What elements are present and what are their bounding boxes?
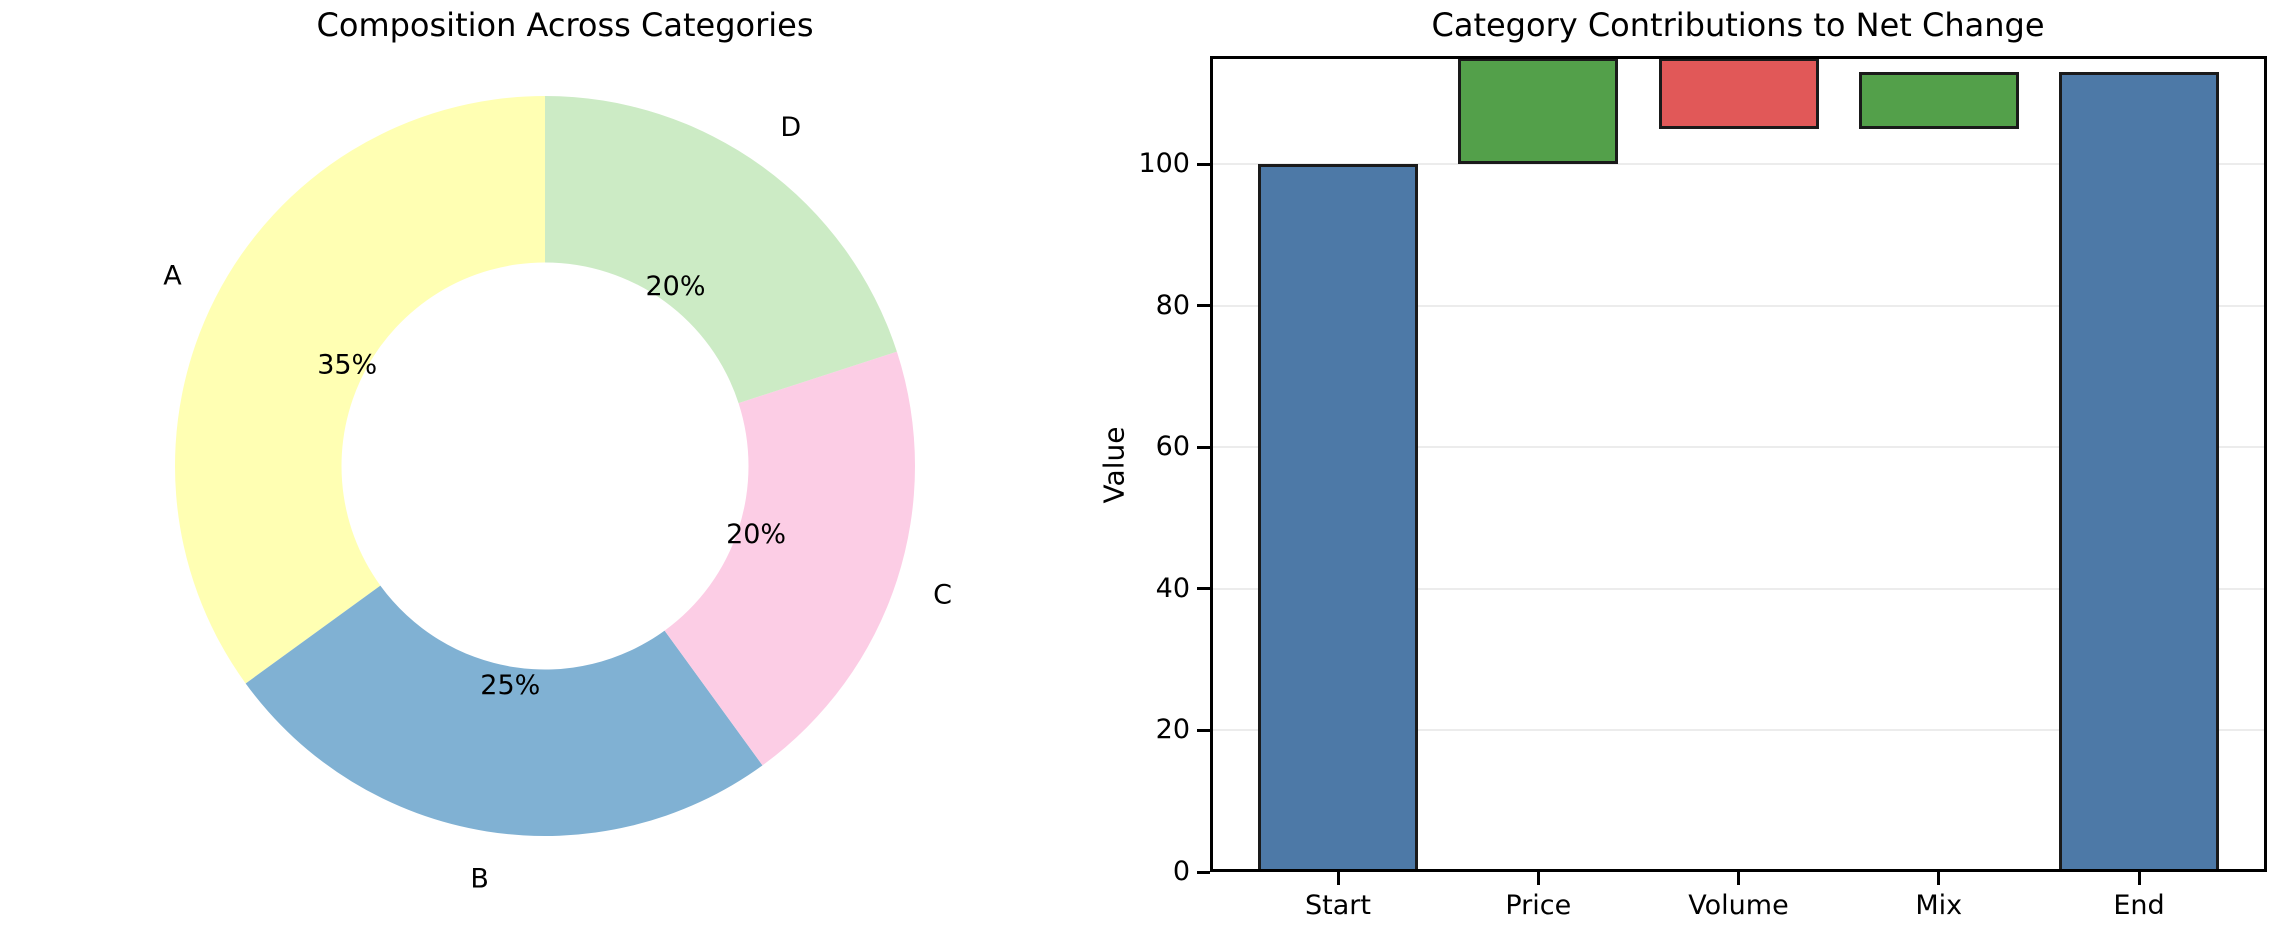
waterfall-bar-mix [1858, 72, 2019, 129]
y-tick-mark-100 [1197, 162, 1210, 166]
donut-chart-title: Composition Across Categories [316, 6, 814, 44]
y-tick-label-80: 80 [1155, 289, 1190, 321]
y-tick-mark-0 [1197, 870, 1210, 874]
waterfall-bar-end [2059, 72, 2219, 872]
donut-category-label-a: A [163, 261, 182, 292]
gridline-y80 [1210, 304, 2267, 307]
y-tick-mark-80 [1197, 304, 1210, 308]
donut-slice-c [664, 351, 916, 766]
gridline-y20 [1210, 729, 2267, 732]
x-tick-label-volume: Volume [1688, 890, 1789, 921]
x-tick-label-price: Price [1505, 890, 1572, 921]
x-tick-label-mix: Mix [1915, 890, 1963, 921]
donut-category-label-d: D [780, 112, 801, 143]
gridline-y40 [1210, 587, 2267, 590]
donut-pct-label-b: 25% [480, 670, 540, 701]
y-tick-label-0: 0 [1172, 856, 1190, 887]
donut-pct-label-d: 20% [645, 271, 705, 302]
y-tick-label-100: 100 [1138, 148, 1190, 180]
waterfall-chart-title: Category Contributions to Net Change [1431, 6, 2045, 44]
waterfall-bar-volume [1658, 58, 1819, 129]
donut-category-label-b: B [470, 864, 489, 895]
gridline-y60 [1210, 446, 2267, 449]
x-tick-mark-mix [1937, 872, 1941, 885]
donut-slice-d [545, 96, 897, 404]
y-tick-label-60: 60 [1155, 431, 1190, 463]
donut-slice-a [174, 96, 545, 684]
y-tick-mark-20 [1197, 728, 1210, 732]
y-tick-label-20: 20 [1155, 714, 1190, 746]
y-tick-mark-40 [1197, 587, 1210, 591]
x-tick-label-start: Start [1305, 890, 1371, 921]
donut-category-label-c: C [933, 580, 952, 611]
waterfall-plot-area [1210, 56, 2267, 872]
donut-pct-label-a: 35% [317, 350, 377, 381]
x-tick-mark-end [2137, 872, 2141, 885]
waterfall-bar-price [1458, 58, 1619, 165]
y-tick-label-40: 40 [1155, 572, 1190, 604]
y-tick-mark-60 [1197, 445, 1210, 449]
donut-slice-b [245, 585, 763, 837]
gridline-y100 [1210, 163, 2267, 166]
donut-pct-label-c: 20% [726, 519, 786, 550]
waterfall-bar-start [1258, 164, 1418, 872]
x-tick-mark-volume [1737, 872, 1740, 885]
donut-chart-svg: 35% A 25% B 20% C 20% D [163, 96, 952, 895]
x-tick-mark-start [1336, 872, 1340, 885]
x-tick-mark-price [1536, 872, 1540, 885]
x-tick-label-end: End [2113, 890, 2165, 921]
